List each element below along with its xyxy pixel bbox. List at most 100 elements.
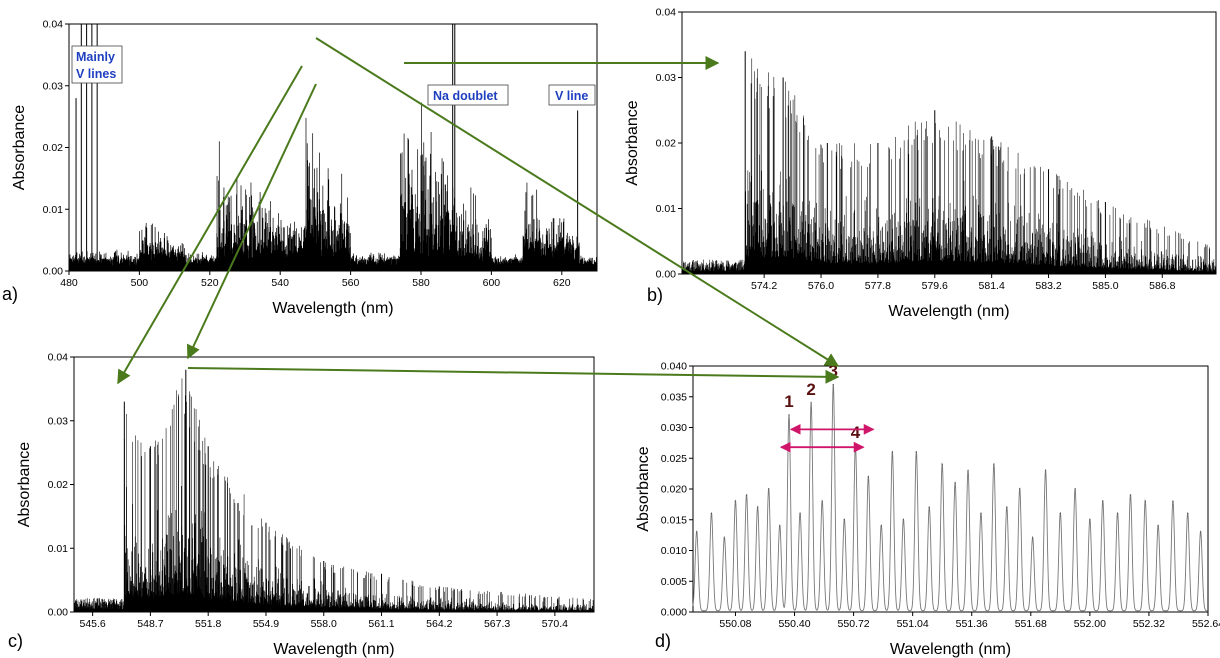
peak-point xyxy=(832,383,834,386)
x-tick-label: 552.00 xyxy=(1074,618,1106,630)
peak-point xyxy=(1200,531,1202,533)
annotation-text-line-1: Mainly xyxy=(76,50,115,64)
y-tick-label: 0.00 xyxy=(43,266,64,278)
x-tick-label: 577.8 xyxy=(865,280,891,292)
peak-point xyxy=(757,506,759,509)
annotation-na-doublet: Na doublet xyxy=(427,84,509,106)
y-axis-title: Absorbance xyxy=(11,105,28,190)
y-tick-label: 0.00 xyxy=(656,269,677,281)
peak-point xyxy=(799,513,801,515)
annotation-v-line-text: V line xyxy=(555,89,588,103)
x-tick-label: 580 xyxy=(412,277,430,289)
x-tick-label: 558.0 xyxy=(311,618,337,630)
peak-point xyxy=(1032,537,1034,539)
y-tick-label: 0.005 xyxy=(661,576,687,588)
x-tick-label: 576.0 xyxy=(808,280,834,292)
y-tick-label: 0.03 xyxy=(656,72,677,84)
peak-point xyxy=(993,463,995,465)
peak-point xyxy=(954,482,956,484)
annotation-text-line-2: V lines xyxy=(76,67,116,81)
y-axis-title: Absorbance xyxy=(635,446,652,531)
x-tick-label: 550.40 xyxy=(778,618,810,630)
spectrum-trace xyxy=(681,58,1217,274)
y-tick-label: 0.015 xyxy=(661,514,687,526)
y-tick-label: 0.035 xyxy=(661,391,687,403)
peak-point xyxy=(723,537,725,539)
peak-point xyxy=(734,500,737,502)
spectrum-trace xyxy=(73,378,595,612)
spectrum-trace xyxy=(68,102,598,271)
x-tick-label: 600 xyxy=(483,277,501,289)
x-axis-title: Wavelength (nm) xyxy=(272,300,393,317)
arrow-c-to-d xyxy=(187,367,840,384)
y-tick-label: 0.00 xyxy=(48,607,69,619)
annotation-mainly-v-lines: Mainly V lines xyxy=(71,45,123,84)
x-tick-label: 548.7 xyxy=(137,618,163,630)
peak-point xyxy=(941,463,943,465)
x-tick-label: 520 xyxy=(201,277,219,289)
y-tick-label: 0.000 xyxy=(661,607,687,619)
peak-point xyxy=(867,476,869,478)
x-axis-title: Wavelength (nm) xyxy=(888,303,1009,320)
peak-point xyxy=(1102,500,1104,502)
panel-label: c) xyxy=(8,631,23,651)
peak-number-label: 2 xyxy=(806,380,815,399)
y-tick-label: 0.04 xyxy=(43,19,64,31)
peak-point xyxy=(821,500,823,502)
x-tick-label: 574.2 xyxy=(751,280,777,292)
peak-point xyxy=(1144,500,1146,502)
peak-point xyxy=(902,519,905,521)
peak-number-label: 1 xyxy=(784,392,793,411)
peak-point xyxy=(1089,519,1091,521)
y-axis-title: Absorbance xyxy=(624,100,641,185)
y-tick-label: 0.025 xyxy=(661,453,687,465)
x-tick-label: 551.36 xyxy=(956,618,988,630)
y-tick-label: 0.03 xyxy=(48,415,69,427)
y-axis-title: Absorbance xyxy=(16,442,33,527)
x-tick-label: 551.8 xyxy=(195,618,221,630)
peak-point xyxy=(710,513,713,515)
y-tick-label: 0.02 xyxy=(48,479,69,491)
peak-point xyxy=(1172,500,1174,502)
x-axis-title: Wavelength (nm) xyxy=(890,641,1011,658)
peak-point xyxy=(891,451,893,453)
panel-label: b) xyxy=(647,285,663,305)
y-tick-label: 0.02 xyxy=(43,142,64,154)
y-tick-label: 0.03 xyxy=(43,80,64,92)
x-tick-label: 586.8 xyxy=(1149,280,1175,292)
peak-point xyxy=(928,506,930,509)
panel-label: a) xyxy=(2,284,18,304)
peak-point xyxy=(843,519,845,521)
spectrum-trace xyxy=(692,383,1208,612)
y-tick-label: 0.02 xyxy=(656,138,677,150)
x-tick-label: 550.72 xyxy=(838,618,870,630)
panel-c: 545.6 548.7 551.8 554.9 558.0 561.1 564.2 567.3… xyxy=(8,352,595,658)
x-tick-label: 581.4 xyxy=(979,280,1005,292)
peak-point xyxy=(745,494,748,496)
y-tick-label: 0.01 xyxy=(43,204,64,216)
peak-point xyxy=(1006,506,1008,509)
panel-d: 550.08 550.40 550.72 551.04 551.36 551.68 552.… xyxy=(635,361,1220,658)
peak-point xyxy=(967,469,969,472)
peak-point xyxy=(788,414,790,416)
y-tick-label: 0.04 xyxy=(656,7,677,19)
x-tick-label: 585.0 xyxy=(1092,280,1118,292)
peak-point xyxy=(696,531,698,533)
peak-point xyxy=(1019,488,1021,490)
peak-point xyxy=(880,525,882,527)
peak-point xyxy=(1187,513,1189,515)
peak-point xyxy=(1129,494,1132,496)
peak-point xyxy=(1044,469,1047,472)
plot-frame xyxy=(692,365,1209,613)
connector-arrows xyxy=(117,37,840,385)
y-tick-label: 0.01 xyxy=(48,543,69,555)
x-tick-label: 583.2 xyxy=(1035,280,1061,292)
x-tick-label: 551.68 xyxy=(1015,618,1047,630)
arrow-a-to-d xyxy=(315,37,840,367)
arrow-a-to-c-right xyxy=(186,83,317,360)
x-tick-label: 570.4 xyxy=(542,618,568,630)
peak-point xyxy=(810,402,812,404)
peak-point xyxy=(779,525,781,527)
x-tick-label: 552.32 xyxy=(1133,618,1165,630)
